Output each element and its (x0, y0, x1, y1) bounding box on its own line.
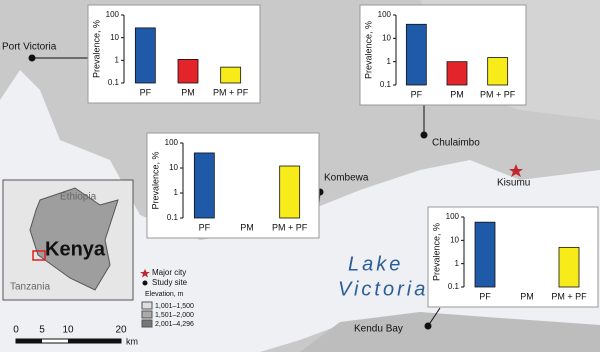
y-tick-label: 100 (106, 10, 120, 19)
y-tick-label: 1 (115, 55, 120, 64)
y-tick-label: 1 (174, 188, 179, 197)
bar (446, 61, 468, 86)
site-label: Chulaimbo (432, 138, 480, 149)
scale-label: 10 (62, 325, 74, 336)
scale-bar (68, 339, 121, 343)
y-tick-label: 0.1 (448, 282, 460, 291)
y-tick-label: 1 (387, 57, 392, 66)
study-area-box (32, 250, 46, 261)
x-tick-label: PM + PF (551, 291, 587, 301)
x-tick-label: PF (479, 291, 491, 301)
x-tick-label: PM + PF (213, 87, 249, 97)
lake-label: Lake (348, 253, 403, 275)
legend-label: 1,501–2,000 (155, 312, 194, 319)
bar (558, 246, 580, 288)
y-tick-label: 10 (450, 235, 459, 244)
legend-symbol (140, 269, 150, 278)
kenya-shape (29, 187, 119, 291)
site-marker (420, 131, 428, 139)
x-tick-label: PM (240, 222, 254, 232)
legend-swatch (141, 319, 153, 328)
y-tick-label: 0.1 (380, 80, 392, 89)
bar (134, 27, 156, 84)
chart-panel (359, 4, 527, 106)
legend-label: Study site (152, 278, 188, 287)
scale-label: 20 (115, 325, 127, 336)
y-axis-label: Prevalence, % (91, 20, 101, 78)
y-tick-label: 0.1 (167, 213, 179, 222)
bar (405, 23, 427, 86)
legend-swatch (141, 310, 153, 319)
y-axis-label: Prevalence, % (363, 21, 373, 79)
y-tick-label: 100 (165, 138, 179, 147)
site-marker (424, 322, 432, 330)
chart-panel (87, 4, 261, 104)
y-tick-label: 1 (455, 259, 460, 268)
city-marker (509, 164, 523, 177)
y-axis-label: Prevalence, % (150, 151, 160, 209)
site-marker (28, 54, 36, 62)
x-tick-label: PM (181, 87, 195, 97)
y-tick-label: 10 (382, 33, 391, 42)
country-label: Ethiopia (60, 192, 97, 203)
y-axis-label: Prevalence, % (431, 223, 441, 281)
bar (474, 221, 496, 288)
country-label: Tanzania (10, 282, 50, 293)
legend-symbol (142, 280, 148, 286)
x-tick-label: PM (520, 291, 534, 301)
bar (487, 57, 509, 86)
bar (177, 58, 199, 84)
site-label: Port Victoria (2, 42, 57, 53)
scale-bar (16, 339, 42, 343)
x-tick-label: PM (450, 89, 464, 99)
y-tick-label: 10 (110, 33, 119, 42)
y-tick-label: 10 (169, 163, 178, 172)
scale-label: 5 (39, 325, 45, 336)
legend-label: Major city (152, 268, 186, 277)
lake-label: Victoria (338, 278, 428, 300)
bar (193, 152, 215, 219)
x-tick-label: PM + PF (272, 222, 308, 232)
south-shore (300, 312, 600, 352)
site-label: Kendu Bay (354, 324, 403, 335)
legend-label: 2,001–4,296 (155, 321, 194, 328)
leader-line (427, 307, 441, 327)
bar (279, 165, 301, 219)
x-tick-label: PF (411, 89, 423, 99)
y-tick-label: 100 (378, 10, 392, 19)
x-tick-label: PF (199, 222, 211, 232)
site-label: Kombewa (324, 173, 369, 184)
bar (220, 66, 242, 84)
x-tick-label: PM + PF (480, 89, 516, 99)
scale-unit: km (126, 336, 138, 346)
scale-label: 0 (13, 325, 19, 336)
y-tick-label: 0.1 (108, 78, 120, 87)
legend-swatch (141, 301, 153, 310)
legend-title: Elevation, m (145, 291, 184, 298)
legend-label: 1,001–1,500 (155, 303, 194, 310)
x-tick-label: PF (140, 87, 152, 97)
city-label: Kisumu (497, 178, 530, 189)
country-label: Kenya (45, 238, 106, 260)
y-tick-label: 100 (446, 212, 460, 221)
